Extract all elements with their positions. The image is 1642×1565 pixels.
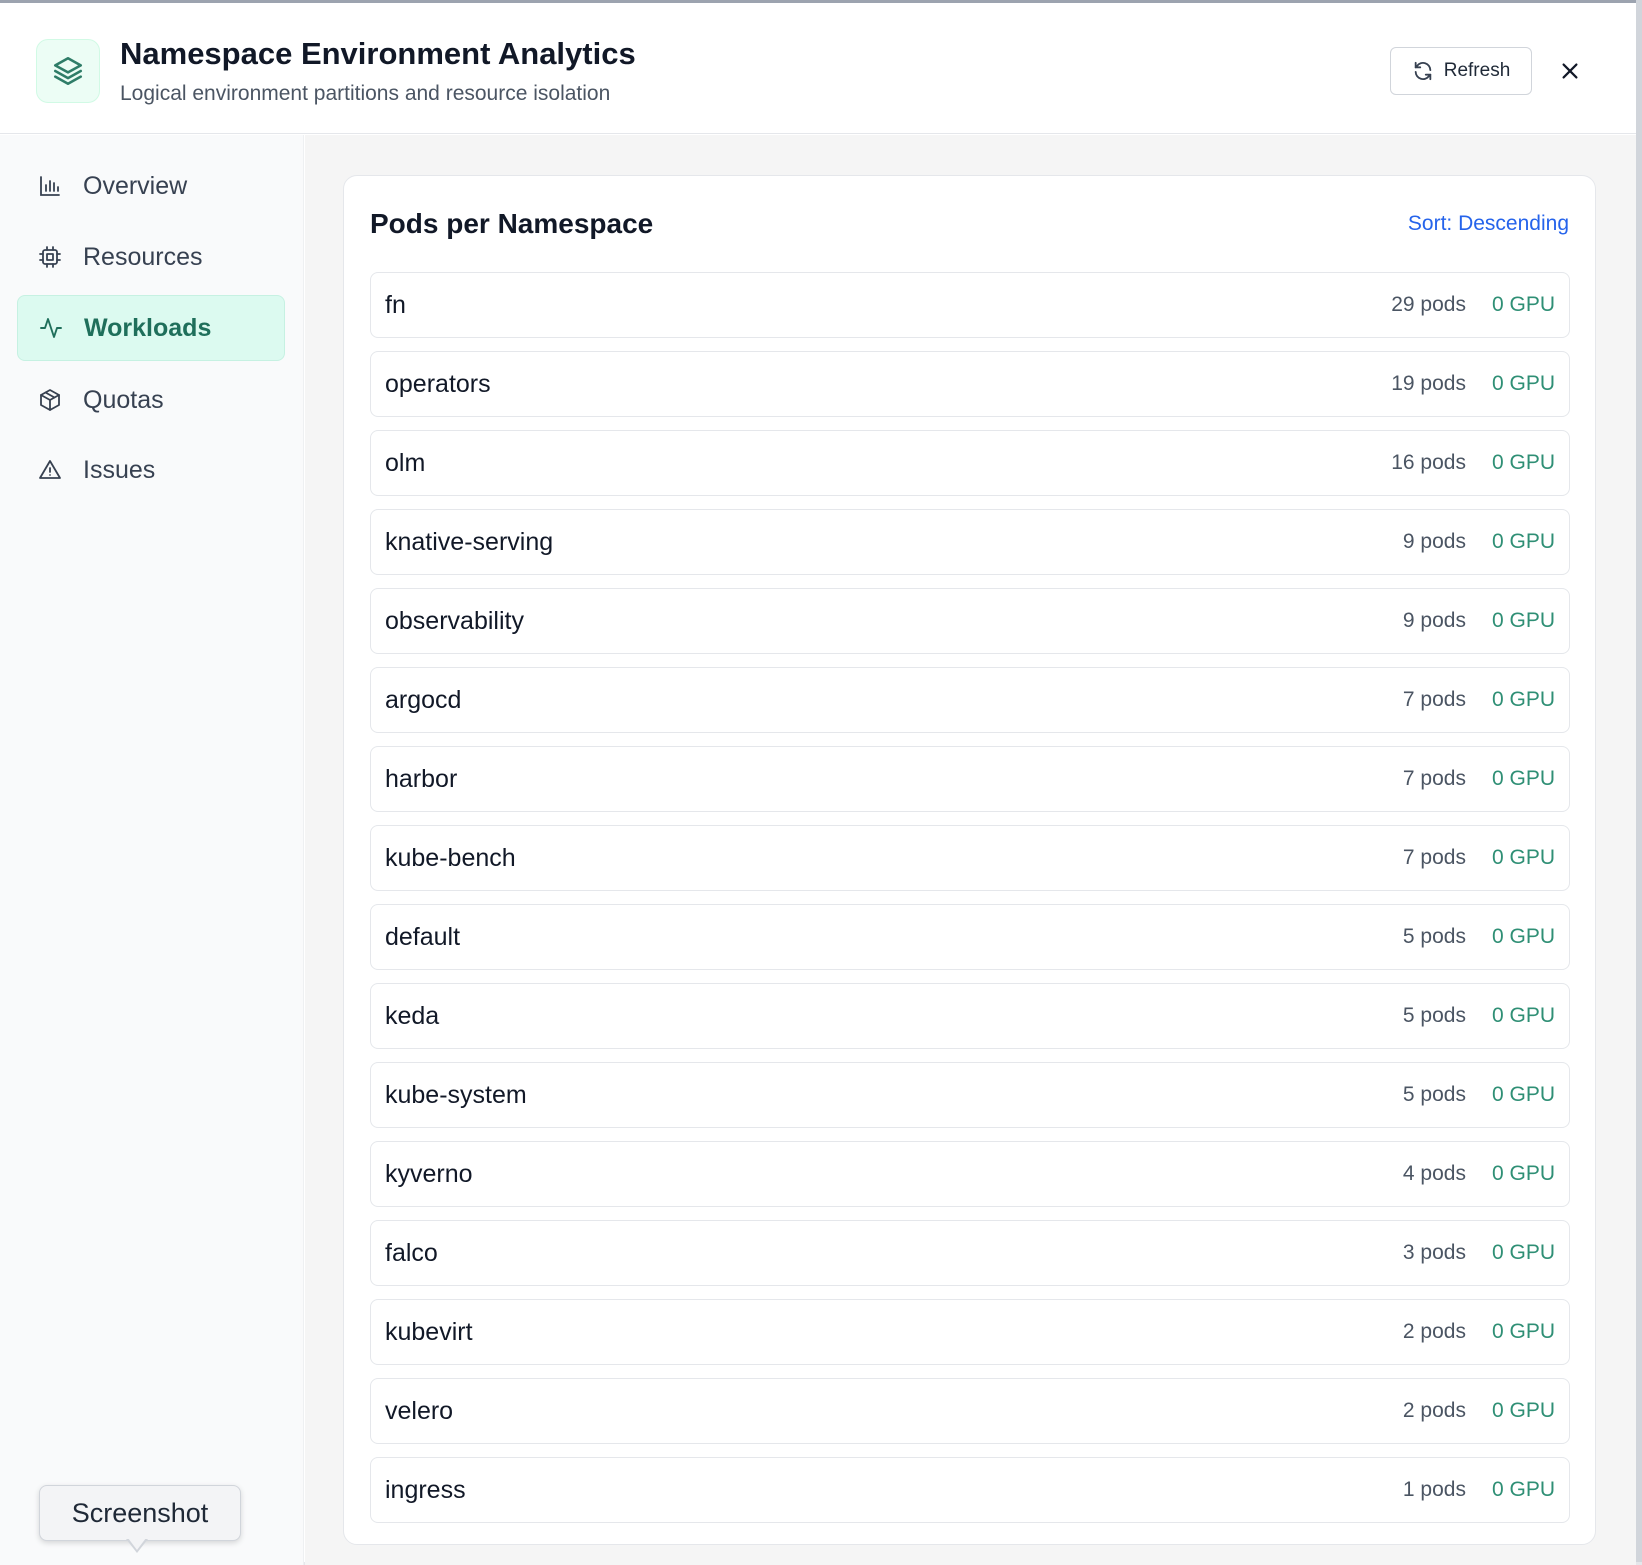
pod-count: 2 pods bbox=[1402, 1399, 1466, 1422]
gpu-count: 0 GPU bbox=[1491, 1478, 1555, 1501]
gpu-count: 0 GPU bbox=[1491, 293, 1555, 316]
namespace-name: argocd bbox=[385, 685, 462, 714]
sidebar-item-label: Overview bbox=[83, 171, 188, 200]
pod-count: 9 pods bbox=[1402, 609, 1466, 632]
sidebar-item-label: Workloads bbox=[84, 313, 212, 342]
namespace-name: knative-serving bbox=[385, 527, 554, 556]
pod-count: 9 pods bbox=[1402, 530, 1466, 553]
package-icon bbox=[37, 387, 63, 413]
pod-count: 4 pods bbox=[1402, 1162, 1466, 1185]
main-content: Pods per Namespace Sort: Descending fn 29… bbox=[305, 135, 1636, 1565]
namespace-name: falco bbox=[385, 1238, 438, 1267]
pod-count: 7 pods bbox=[1402, 688, 1466, 711]
pod-count: 2 pods bbox=[1402, 1320, 1466, 1343]
gpu-count: 0 GPU bbox=[1491, 372, 1555, 395]
gpu-count: 0 GPU bbox=[1491, 1241, 1555, 1264]
page-title: Namespace Environment Analytics bbox=[120, 36, 636, 71]
layers-icon bbox=[36, 39, 100, 103]
list-item[interactable]: olm 16 pods 0 GPU bbox=[370, 430, 1570, 496]
sidebar-item-overview[interactable]: Overview bbox=[17, 153, 285, 219]
alert-triangle-icon bbox=[37, 457, 63, 483]
list-item[interactable]: kyverno 4 pods 0 GPU bbox=[370, 1141, 1570, 1207]
pod-count: 3 pods bbox=[1402, 1241, 1466, 1264]
refresh-icon bbox=[1412, 60, 1434, 82]
list-item[interactable]: operators 19 pods 0 GPU bbox=[370, 351, 1570, 417]
pod-count: 29 pods bbox=[1391, 293, 1466, 316]
dialog-header: Namespace Environment Analytics Logical … bbox=[0, 6, 1636, 134]
window-edge bbox=[1636, 0, 1642, 1562]
sidebar-item-resources[interactable]: Resources bbox=[17, 224, 285, 290]
sidebar-item-quotas[interactable]: Quotas bbox=[17, 367, 285, 433]
sidebar-item-workloads[interactable]: Workloads bbox=[17, 295, 285, 361]
namespace-name: kube-bench bbox=[385, 843, 516, 872]
namespace-name: default bbox=[385, 922, 461, 951]
namespace-name: ingress bbox=[385, 1475, 466, 1504]
list-item[interactable]: ingress 1 pods 0 GPU bbox=[370, 1457, 1570, 1523]
list-item[interactable]: falco 3 pods 0 GPU bbox=[370, 1220, 1570, 1286]
gpu-count: 0 GPU bbox=[1491, 846, 1555, 869]
list-item[interactable]: default 5 pods 0 GPU bbox=[370, 904, 1570, 970]
list-item[interactable]: kube-bench 7 pods 0 GPU bbox=[370, 825, 1570, 891]
namespace-name: keda bbox=[385, 1001, 440, 1030]
pod-count: 7 pods bbox=[1402, 767, 1466, 790]
sort-toggle[interactable]: Sort: Descending bbox=[1407, 212, 1569, 235]
sidebar-item-label: Issues bbox=[83, 455, 156, 484]
bar-chart-icon bbox=[37, 173, 63, 199]
list-item[interactable]: keda 5 pods 0 GPU bbox=[370, 983, 1570, 1049]
card-title: Pods per Namespace bbox=[370, 208, 654, 239]
screenshot-tooltip: Screenshot bbox=[39, 1485, 241, 1541]
gpu-count: 0 GPU bbox=[1491, 1083, 1555, 1106]
pod-count: 5 pods bbox=[1402, 925, 1466, 948]
gpu-count: 0 GPU bbox=[1491, 688, 1555, 711]
list-item[interactable]: kube-system 5 pods 0 GPU bbox=[370, 1062, 1570, 1128]
close-icon bbox=[1559, 60, 1581, 82]
refresh-button[interactable]: Refresh bbox=[1390, 47, 1532, 95]
pods-per-namespace-card: Pods per Namespace Sort: Descending fn 29… bbox=[343, 175, 1596, 1545]
pod-count: 7 pods bbox=[1402, 846, 1466, 869]
namespace-name: olm bbox=[385, 448, 426, 477]
list-item[interactable]: observability 9 pods 0 GPU bbox=[370, 588, 1570, 654]
pod-count: 1 pods bbox=[1402, 1478, 1466, 1501]
pod-count: 19 pods bbox=[1391, 372, 1466, 395]
list-item[interactable]: fn 29 pods 0 GPU bbox=[370, 272, 1570, 338]
close-button[interactable] bbox=[1552, 53, 1588, 89]
gpu-count: 0 GPU bbox=[1491, 530, 1555, 553]
list-item[interactable]: knative-serving 9 pods 0 GPU bbox=[370, 509, 1570, 575]
gpu-count: 0 GPU bbox=[1491, 609, 1555, 632]
gpu-count: 0 GPU bbox=[1491, 1399, 1555, 1422]
page-subtitle: Logical environment partitions and resou… bbox=[120, 82, 611, 105]
gpu-count: 0 GPU bbox=[1491, 1320, 1555, 1343]
namespace-name: kubevirt bbox=[385, 1317, 473, 1346]
gpu-count: 0 GPU bbox=[1491, 767, 1555, 790]
list-item[interactable]: argocd 7 pods 0 GPU bbox=[370, 667, 1570, 733]
pod-count: 5 pods bbox=[1402, 1004, 1466, 1027]
tooltip-tail-inner bbox=[128, 1538, 146, 1550]
list-item[interactable]: velero 2 pods 0 GPU bbox=[370, 1378, 1570, 1444]
sidebar-item-label: Quotas bbox=[83, 385, 164, 414]
sidebar-item-label: Resources bbox=[83, 242, 203, 271]
namespace-name: observability bbox=[385, 606, 524, 635]
gpu-count: 0 GPU bbox=[1491, 1004, 1555, 1027]
list-item[interactable]: kubevirt 2 pods 0 GPU bbox=[370, 1299, 1570, 1365]
gpu-count: 0 GPU bbox=[1491, 1162, 1555, 1185]
namespace-name: harbor bbox=[385, 764, 458, 793]
sidebar: Overview Resources Workloads bbox=[0, 135, 304, 1565]
namespace-name: kube-system bbox=[385, 1080, 527, 1109]
pod-count: 5 pods bbox=[1402, 1083, 1466, 1106]
gpu-count: 0 GPU bbox=[1491, 451, 1555, 474]
gpu-count: 0 GPU bbox=[1491, 925, 1555, 948]
list-item[interactable]: harbor 7 pods 0 GPU bbox=[370, 746, 1570, 812]
pod-count: 16 pods bbox=[1391, 451, 1466, 474]
cpu-icon bbox=[37, 244, 63, 270]
namespace-name: fn bbox=[385, 290, 406, 319]
activity-icon bbox=[38, 315, 64, 341]
namespace-name: velero bbox=[385, 1396, 454, 1425]
namespace-list: fn 29 pods 0 GPU operators 19 pods 0 GPU olm 16… bbox=[370, 272, 1570, 1536]
refresh-label: Refresh bbox=[1443, 60, 1511, 81]
namespace-name: kyverno bbox=[385, 1159, 473, 1188]
sidebar-item-issues[interactable]: Issues bbox=[17, 437, 285, 503]
namespace-name: operators bbox=[385, 369, 491, 398]
